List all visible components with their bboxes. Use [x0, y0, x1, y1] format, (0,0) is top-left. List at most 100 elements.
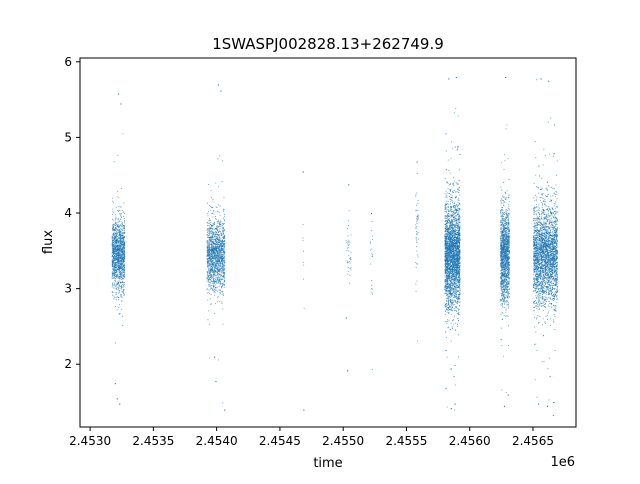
data-point — [456, 265, 458, 267]
data-point — [451, 213, 453, 215]
data-point — [348, 220, 349, 222]
data-point — [214, 217, 216, 219]
data-point — [215, 261, 217, 263]
data-point — [448, 243, 450, 245]
data-point — [455, 265, 457, 266]
data-point — [118, 255, 119, 257]
data-point — [223, 238, 224, 240]
data-point — [123, 253, 125, 254]
data-point — [113, 255, 114, 257]
data-point — [216, 256, 218, 258]
data-point — [222, 258, 224, 259]
data-point — [113, 248, 115, 250]
data-point — [111, 256, 113, 258]
data-point — [449, 233, 451, 235]
data-point — [457, 256, 459, 258]
data-point — [218, 359, 219, 361]
data-point — [210, 262, 212, 263]
data-point — [209, 248, 211, 250]
data-point — [119, 291, 120, 293]
data-point — [211, 246, 212, 248]
data-point — [219, 246, 221, 248]
data-point — [220, 240, 222, 242]
data-point — [222, 160, 223, 162]
data-point — [452, 293, 453, 295]
data-point — [121, 217, 122, 218]
data-point — [446, 300, 448, 302]
data-point — [459, 227, 461, 229]
data-point — [119, 229, 121, 231]
data-point — [218, 267, 220, 268]
data-point — [222, 243, 224, 245]
data-point — [120, 295, 122, 297]
data-point — [113, 287, 115, 289]
data-point — [216, 279, 218, 281]
data-point — [214, 244, 216, 246]
data-point — [121, 226, 123, 228]
data-point — [451, 237, 453, 239]
data-point — [444, 305, 446, 307]
data-point — [210, 207, 212, 209]
data-point — [213, 248, 215, 250]
data-point — [114, 232, 116, 234]
data-point — [448, 265, 450, 267]
data-point — [458, 223, 460, 225]
data-point — [216, 250, 218, 252]
data-point — [222, 258, 224, 260]
data-point — [211, 280, 213, 282]
data-point — [116, 218, 118, 220]
data-point — [115, 245, 116, 247]
data-point — [219, 300, 221, 302]
data-point — [120, 294, 122, 295]
data-point — [113, 229, 115, 231]
data-point — [416, 221, 418, 223]
data-point — [350, 234, 352, 236]
data-point — [207, 228, 209, 229]
data-point — [448, 261, 450, 262]
data-point — [446, 252, 448, 254]
data-point — [222, 256, 224, 258]
data-point — [302, 237, 304, 239]
data-point — [212, 212, 213, 214]
data-point — [221, 283, 223, 285]
data-point — [450, 261, 451, 263]
data-point — [215, 247, 217, 249]
data-point — [215, 271, 216, 273]
data-point — [113, 253, 115, 255]
data-point — [118, 266, 120, 268]
data-point — [120, 251, 122, 253]
data-point — [458, 296, 460, 297]
data-point — [116, 270, 118, 272]
data-point — [449, 246, 451, 248]
data-point — [219, 292, 221, 293]
data-point — [214, 288, 216, 290]
data-point — [212, 278, 214, 280]
data-point — [210, 253, 212, 255]
data-point — [121, 264, 123, 266]
data-point — [210, 260, 212, 262]
data-point — [447, 201, 449, 202]
data-point — [219, 259, 220, 261]
data-point — [120, 263, 121, 264]
data-point — [117, 224, 119, 226]
data-point — [210, 223, 211, 225]
data-point — [119, 244, 121, 246]
data-point — [453, 256, 455, 258]
data-point — [455, 262, 456, 264]
data-point — [349, 282, 350, 284]
data-point — [221, 243, 223, 245]
data-point — [223, 260, 225, 261]
data-point — [119, 250, 120, 252]
data-point — [217, 281, 219, 283]
data-point — [219, 271, 220, 273]
data-point — [118, 282, 120, 284]
data-point — [303, 278, 304, 280]
data-point — [223, 255, 225, 257]
data-point — [444, 245, 446, 247]
data-point — [216, 301, 218, 303]
data-point — [451, 254, 453, 256]
data-point — [224, 244, 225, 246]
data-point — [112, 260, 114, 262]
data-point — [452, 236, 454, 238]
data-point — [121, 259, 123, 261]
